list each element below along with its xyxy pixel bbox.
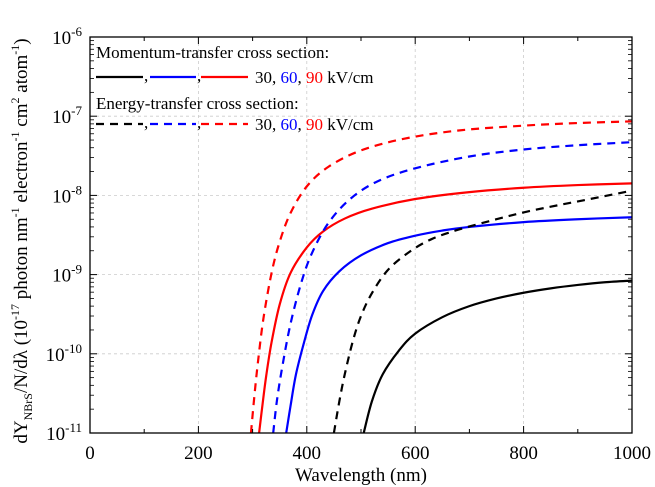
series-line-energy-30: [332, 189, 633, 434]
y-axis-title-part: cm: [11, 103, 32, 131]
legend-field-value: 90: [306, 115, 323, 134]
gridlines: [90, 37, 632, 433]
series-line-momentum-60: [285, 216, 633, 434]
legend-unit: kV/cm: [323, 68, 374, 87]
y-tick-label: 10-8: [52, 182, 82, 207]
y-tick-label: 10-10: [46, 341, 82, 366]
legend-title-energy: Energy-transfer cross section:: [96, 94, 299, 113]
y-axis-title-part: ): [11, 38, 32, 44]
series-lines: [249, 120, 633, 434]
series-line-momentum-90: [258, 182, 633, 434]
legend-field-value: 30: [255, 68, 272, 87]
legend-field-value: 90: [306, 68, 323, 87]
y-axis-title-part: electron: [11, 141, 32, 207]
legend-separator: ,: [197, 66, 201, 85]
x-tick-label: 400: [293, 443, 322, 464]
series-line-momentum-30: [362, 279, 633, 434]
legend-title-momentum: Momentum-transfer cross section:: [96, 43, 329, 62]
y-axis-title-part: atom: [11, 55, 32, 98]
y-tick-label: 10-9: [52, 262, 82, 287]
axis-ticks: [89, 36, 633, 434]
y-axis-title-part: photon nm: [11, 217, 32, 304]
y-axis-title-part: dY: [11, 420, 32, 444]
x-tick-labels: 0 200 400 600 800 1000: [85, 443, 651, 464]
y-tick-label: 10-6: [52, 24, 82, 49]
legend-unit: kV/cm: [323, 115, 374, 134]
series-line-energy-90: [249, 120, 633, 434]
y-axis-title-part: -1: [8, 45, 22, 55]
legend-label-momentum: 30, 60, 90 kV/cm: [255, 68, 374, 87]
legend-field-value: 60: [281, 115, 298, 134]
y-axis-title-part: /N/dλ (10: [11, 320, 32, 393]
y-tick-label: 10-11: [46, 420, 82, 445]
legend-label-energy: 30, 60, 90 kV/cm: [255, 115, 374, 134]
x-tick-label: 200: [184, 443, 213, 464]
legend-separator: ,: [197, 113, 201, 132]
series-line-energy-60: [272, 141, 633, 434]
legend-field-value: 30: [255, 115, 272, 134]
x-axis-title: Wavelength (nm): [295, 465, 427, 486]
legend-separator: ,: [144, 113, 148, 132]
x-tick-label: 0: [85, 443, 95, 464]
x-tick-label: 800: [509, 443, 538, 464]
x-tick-label: 1000: [613, 443, 651, 464]
legend: Momentum-transfer cross section: Energy-t…: [96, 43, 374, 134]
y-axis-title: dYNBrS/N/dλ (10-17 photon nm-1 electron-…: [8, 38, 35, 443]
y-axis-title-part: NBrS: [21, 393, 35, 420]
y-tick-label: 10-7: [52, 103, 82, 128]
y-axis-title-part: -1: [8, 207, 22, 217]
y-axis-title-part: -17: [8, 304, 22, 320]
legend-field-value: 60: [281, 68, 298, 87]
x-tick-label: 600: [401, 443, 430, 464]
legend-separator: ,: [144, 66, 148, 85]
y-tick-labels: 10-11 10-10 10-9 10-8 10-7 10-6: [46, 24, 83, 445]
y-axis-title-part: 2: [8, 97, 22, 103]
y-axis-title-part: -1: [8, 131, 22, 141]
